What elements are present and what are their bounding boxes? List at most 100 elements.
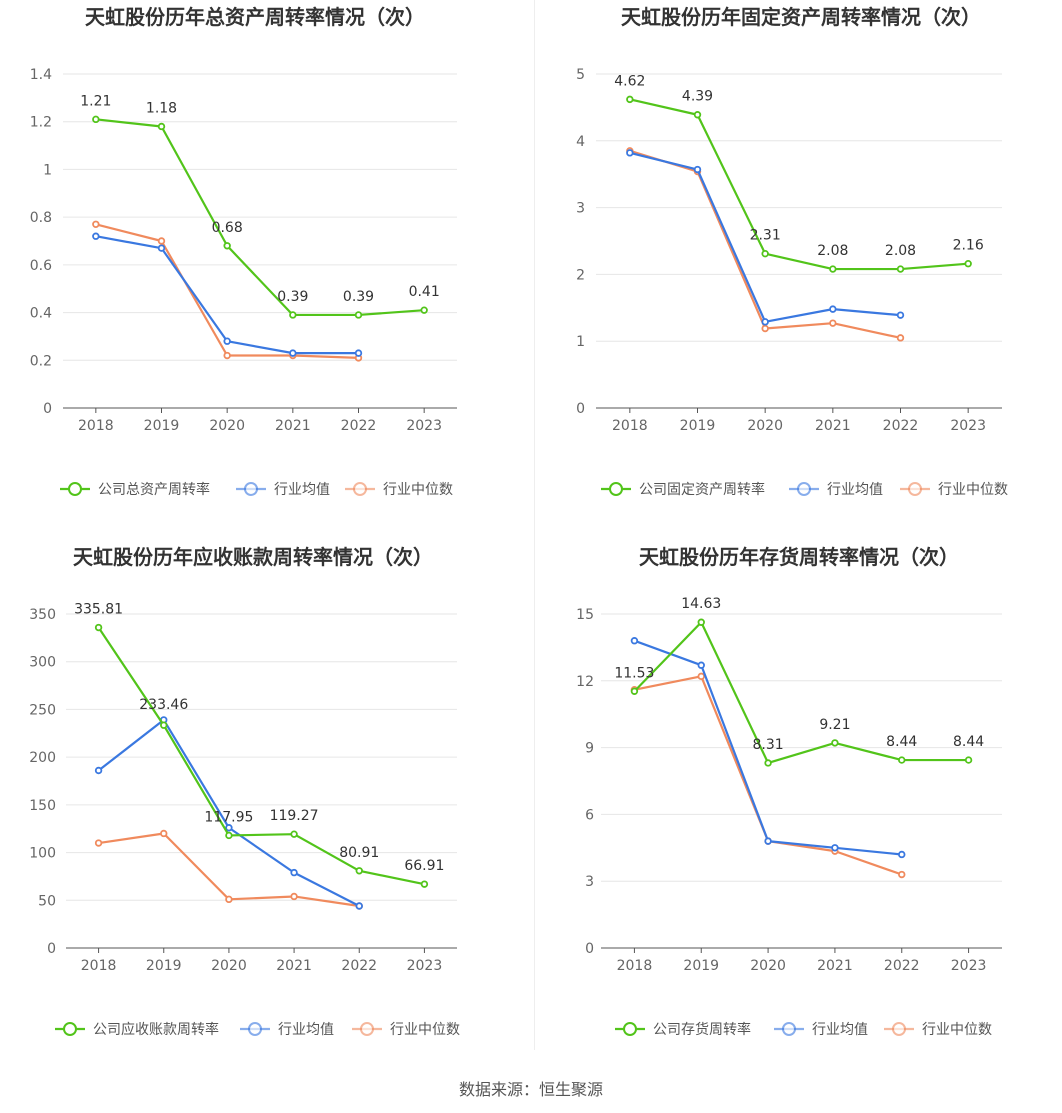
y-tick-label: 150 [29, 798, 56, 814]
data-point-industry-median[interactable] [92, 220, 100, 228]
data-point-company[interactable] [626, 95, 634, 104]
data-point-industry-avg[interactable] [157, 244, 166, 252]
data-point-company[interactable] [964, 260, 972, 268]
data-point-company[interactable] [354, 311, 363, 319]
y-tick-label: 250 [29, 702, 56, 718]
data-point-industry-median[interactable] [697, 672, 705, 681]
data-point-industry-avg[interactable] [898, 850, 906, 859]
y-tick-label: 0 [47, 941, 56, 957]
data-point-industry-median[interactable] [898, 870, 906, 879]
data-point-industry-median[interactable] [223, 351, 231, 360]
x-tick-label: 2020 [211, 958, 247, 974]
legend-item-industry-avg[interactable]: 行业均值 [789, 482, 883, 498]
data-point-company[interactable] [223, 242, 231, 250]
legend-item-industry-median[interactable]: 行业中位数 [884, 1022, 992, 1038]
data-point-company[interactable] [289, 311, 297, 319]
data-point-company[interactable] [829, 265, 837, 273]
data-label: 233.46 [139, 697, 188, 713]
data-point-industry-avg[interactable] [290, 868, 298, 877]
data-point-industry-avg[interactable] [223, 337, 231, 345]
legend-item-industry-median[interactable]: 行业中位数 [900, 482, 1008, 498]
data-point-company[interactable] [964, 756, 973, 764]
y-tick-label: 100 [29, 846, 56, 862]
x-tick-label: 2023 [407, 958, 443, 974]
data-point-industry-avg[interactable] [354, 349, 363, 357]
legend-item-company[interactable]: 公司存货周转率 [615, 1021, 751, 1038]
legend-label: 行业均值 [812, 1022, 868, 1038]
data-point-industry-avg[interactable] [831, 844, 839, 852]
data-label: 1.21 [80, 93, 111, 109]
data-point-industry-avg[interactable] [630, 637, 639, 645]
data-point-company[interactable] [160, 721, 168, 729]
data-label: 0.68 [212, 220, 243, 236]
chart-svg: 天虹股份历年应收账款周转率情况（次） 0 50 100 150 200 250 300 350 2… [29, 545, 460, 1038]
y-tick-label: 50 [38, 893, 56, 909]
legend-item-industry-avg[interactable]: 行业均值 [774, 1022, 868, 1038]
data-point-company[interactable] [896, 265, 905, 273]
legend-item-company[interactable]: 公司应收账款周转率 [55, 1021, 219, 1038]
legend-item-company[interactable]: 公司固定资产周转率 [601, 481, 765, 498]
data-point-industry-avg[interactable] [764, 837, 772, 845]
data-point-industry-median[interactable] [157, 237, 166, 245]
x-tick-label: 2020 [747, 418, 783, 434]
legend-label: 行业均值 [274, 482, 330, 498]
data-point-industry-avg[interactable] [697, 661, 705, 669]
chart-title: 天虹股份历年应收账款周转率情况（次） [73, 545, 433, 569]
legend-item-industry-avg[interactable]: 行业均值 [236, 482, 330, 498]
y-tick-label: 1.4 [30, 67, 52, 83]
x-tick-label: 2020 [750, 958, 786, 974]
data-point-company[interactable] [420, 880, 429, 888]
data-label: 8.44 [953, 734, 984, 750]
data-point-industry-median[interactable] [761, 324, 769, 333]
data-point-industry-avg[interactable] [693, 165, 702, 174]
y-tick-label: 0 [585, 941, 594, 957]
legend-marker-icon [892, 1022, 906, 1036]
chart-svg: 天虹股份历年总资产周转率情况（次） 0 0.2 0.4 0.6 0.8 1 1.2 1.4 201… [30, 5, 457, 498]
data-point-industry-median[interactable] [94, 839, 103, 847]
data-point-industry-avg[interactable] [829, 305, 837, 313]
data-label: 9.21 [819, 717, 850, 733]
data-label: 0.41 [409, 284, 440, 300]
data-point-company[interactable] [831, 739, 839, 747]
legend-marker-icon [609, 482, 623, 496]
data-point-company[interactable] [290, 830, 298, 838]
data-point-industry-median[interactable] [290, 892, 298, 901]
data-point-industry-avg[interactable] [626, 149, 634, 157]
data-point-company[interactable] [92, 115, 100, 124]
data-point-industry-avg[interactable] [92, 232, 100, 240]
x-tick-label: 2021 [817, 958, 853, 974]
data-point-company[interactable] [761, 249, 769, 258]
chart-total-asset-turnover: 天虹股份历年总资产周转率情况（次） 0 0.2 0.4 0.6 0.8 1 1.2 1.4 201… [0, 0, 531, 540]
data-point-industry-avg[interactable] [94, 766, 103, 775]
data-point-company[interactable] [693, 111, 702, 119]
data-point-company[interactable] [898, 756, 906, 764]
data-point-industry-avg[interactable] [289, 349, 297, 357]
legend-item-industry-median[interactable]: 行业中位数 [345, 482, 453, 498]
legend-item-industry-avg[interactable]: 行业均值 [240, 1022, 334, 1038]
data-point-company[interactable] [764, 759, 772, 767]
legend-item-industry-median[interactable]: 行业中位数 [352, 1022, 460, 1038]
data-point-industry-median[interactable] [896, 334, 905, 342]
data-point-company[interactable] [355, 867, 363, 875]
data-point-industry-avg[interactable] [761, 318, 769, 326]
legend-item-company[interactable]: 公司总资产周转率 [60, 481, 210, 498]
data-point-industry-median[interactable] [829, 319, 837, 327]
data-label: 0.39 [343, 289, 374, 305]
data-point-industry-median[interactable] [160, 829, 168, 838]
legend-label: 公司总资产周转率 [98, 481, 210, 498]
data-label: 2.08 [817, 243, 848, 259]
data-point-industry-avg[interactable] [355, 902, 363, 910]
y-tick-label: 0.6 [30, 258, 52, 274]
data-point-company[interactable] [697, 618, 705, 626]
data-point-company[interactable] [630, 687, 639, 695]
x-tick-label: 2023 [406, 418, 442, 434]
data-point-industry-avg[interactable] [896, 311, 905, 319]
data-point-company[interactable] [157, 122, 166, 131]
data-point-company[interactable] [420, 306, 428, 314]
data-label: 2.16 [953, 238, 984, 254]
data-point-industry-median[interactable] [225, 895, 233, 904]
data-point-company[interactable] [225, 831, 233, 840]
series-line-industry-median [629, 149, 901, 339]
data-point-company[interactable] [94, 623, 103, 632]
data-point-industry-avg[interactable] [225, 824, 233, 832]
